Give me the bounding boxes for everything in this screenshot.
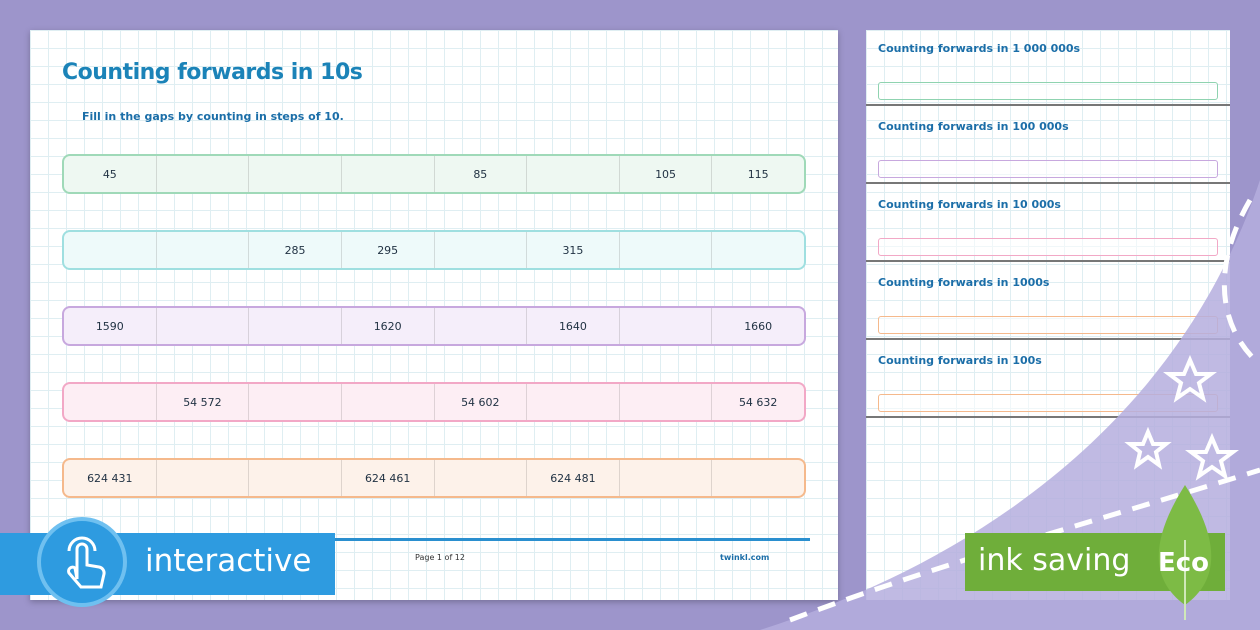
thumbnail-title: Counting forwards in 1 000 000s [878,42,1081,55]
thumbnail-title: Counting forwards in 100 000s [878,120,1069,133]
cell: 115 [747,167,769,181]
cell [527,156,620,192]
cell [64,384,157,420]
answer-row: 1590 1620 1640 1660 [62,306,806,346]
cell [157,156,250,192]
cell [620,460,713,496]
site: twinkl.com [720,553,770,562]
stars [1124,354,1239,481]
thumbnail-title: Counting forwards in 100s [878,354,1042,367]
cell: 54 632 [738,395,778,409]
cell: 54 602 [435,384,528,420]
dashed-line [1221,198,1257,362]
cell [249,460,342,496]
eco-label: Eco [1158,548,1210,578]
touch-icon [37,517,127,607]
cell: 1620 [342,308,435,344]
thumbnail: Counting forwards in 10 000s [866,186,1230,262]
page-number: Page 1 of 12 [415,553,465,562]
cell: 295 [342,232,435,268]
cell: 624 461 [342,460,435,496]
thumbnail: Counting forwards in 1 000 000s [866,30,1230,106]
cell: 315 [527,232,620,268]
thumbnail-strip [878,160,1218,178]
answer-row: 45 85 105 115 [62,154,806,194]
thumbnail-strip [878,82,1218,100]
cell [435,232,528,268]
cell [435,308,528,344]
instruction: Fill in the gaps by counting in steps of… [82,110,344,123]
cell [620,384,713,420]
worksheet: Counting forwards in 10s Fill in the gap… [30,30,838,600]
cell [157,232,250,268]
cell: 54 572 [157,384,250,420]
cell [435,460,528,496]
thumbnail-title: Counting forwards in 10 000s [878,198,1061,211]
cell [249,308,342,344]
cell: 85 [435,156,528,192]
cell: 624 431 [64,460,157,496]
cell: 45 [64,156,157,192]
thumbnail-title: Counting forwards in 1000s [878,276,1050,289]
cell: 105 [620,156,713,192]
cell: 1660 [744,319,773,333]
footer: Page 1 of 12 twinkl.com [30,538,810,581]
answer-row: 54 572 54 602 54 632 [62,382,806,422]
cell [620,232,713,268]
thumbnail-strip [878,238,1218,256]
cell [342,384,435,420]
cell: 624 481 [527,460,620,496]
thumbnail: Counting forwards in 100 000s [866,108,1230,184]
thumbnail: Counting forwards in 1000s [866,264,1230,340]
cell: 1640 [527,308,620,344]
cell [249,384,342,420]
cell [249,156,342,192]
cell [157,308,250,344]
cell: 1590 [64,308,157,344]
answer-row: 285 295 315 [62,230,806,270]
ink-saving-label: ink saving [978,543,1131,578]
cell [342,156,435,192]
cell: 285 [249,232,342,268]
swoosh [760,180,1260,630]
hand-icon [67,536,106,589]
cell [64,232,157,268]
leaf [1158,485,1212,620]
worksheet-title: Counting forwards in 10s [62,60,363,85]
cell [157,460,250,496]
answer-row: 624 431 624 461 624 481 [62,458,806,498]
cell [527,384,620,420]
interactive-label: interactive [145,543,312,579]
cell [620,308,713,344]
